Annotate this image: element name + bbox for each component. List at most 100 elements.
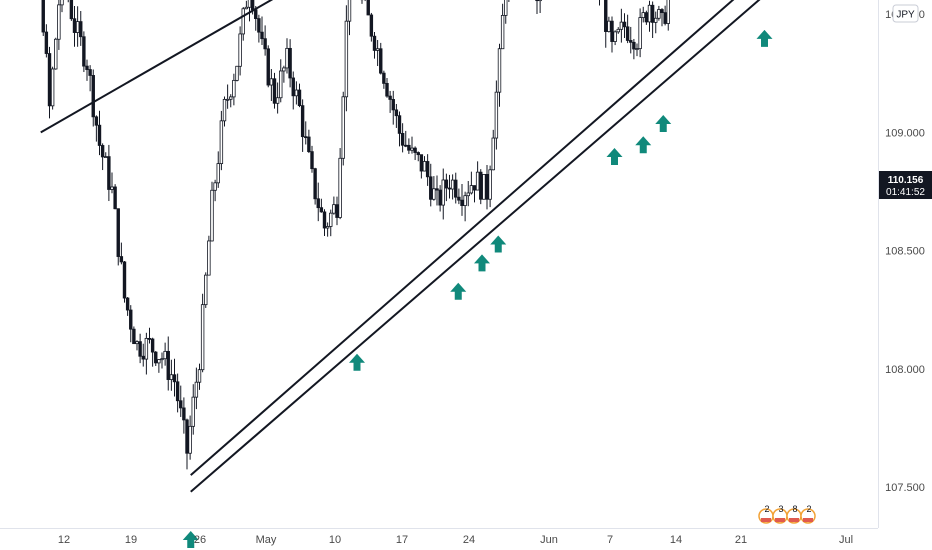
candle-body: [75, 21, 80, 33]
candle-body: [632, 41, 636, 50]
candle-body: [254, 9, 258, 19]
candle-body: [460, 199, 464, 206]
candle-body: [454, 179, 458, 198]
candle-body: [644, 12, 649, 23]
time-axis[interactable]: 12 19 26 May 10 17 24 Jun 7 14 21 Jul: [58, 534, 853, 546]
candle-body: [132, 328, 136, 345]
candle-body: [385, 83, 389, 97]
candle-body: [260, 31, 264, 40]
candle-body: [160, 358, 164, 361]
time-tick-label: 7: [607, 534, 613, 546]
candle-body: [300, 105, 305, 138]
event-badge[interactable]: 2: [758, 504, 774, 524]
candle-body: [416, 152, 420, 156]
candle-body: [404, 144, 408, 147]
up-arrow-icon[interactable]: [635, 136, 652, 154]
candle-body: [494, 91, 499, 139]
candle-body: [329, 212, 333, 227]
candle-body: [304, 136, 308, 139]
event-badge[interactable]: 3: [772, 504, 788, 524]
event-badge-label: 8: [792, 504, 797, 514]
candle-body: [163, 350, 167, 360]
candle-body: [144, 337, 149, 360]
candle-body: [388, 95, 392, 100]
candle-body: [666, 0, 670, 24]
candle-body: [166, 350, 170, 380]
candle-body: [238, 33, 242, 67]
candle-body: [479, 171, 483, 200]
candle-body: [660, 9, 664, 14]
candle-body: [419, 154, 424, 172]
candle-body: [197, 369, 202, 383]
currency-badge[interactable]: JPY: [892, 4, 919, 23]
candle-body: [69, 0, 74, 20]
candle-body: [194, 381, 199, 398]
candle-body: [463, 195, 467, 206]
up-arrow-icon[interactable]: [655, 114, 672, 132]
trendline-lower-support-1[interactable]: [190, 0, 825, 476]
up-arrow-icon[interactable]: [349, 353, 365, 371]
trendline-upper-resistance[interactable]: [40, 0, 691, 134]
candle-body: [629, 40, 633, 43]
candle-body: [207, 240, 211, 276]
time-tick-label: 12: [58, 534, 70, 546]
candle-body: [491, 137, 495, 171]
candle-body: [213, 182, 217, 191]
candle-body: [341, 96, 345, 159]
candle-body: [485, 174, 489, 200]
candle-body: [125, 297, 130, 311]
candle-body: [91, 75, 95, 118]
candle-body: [610, 20, 614, 42]
time-tick-label: May: [256, 534, 277, 546]
candle-body: [307, 136, 311, 153]
time-tick-label: 21: [735, 534, 747, 546]
time-tick-label: 14: [670, 534, 682, 546]
candle-body: [225, 98, 230, 101]
candle-body: [472, 185, 477, 191]
candle-body: [288, 47, 292, 79]
bar-countdown: 01:41:52: [886, 187, 925, 198]
candle-body: [488, 169, 492, 200]
candle-body: [369, 14, 374, 37]
candle-body: [450, 179, 455, 190]
trendlines: [40, 0, 825, 493]
candle-body: [135, 341, 139, 345]
time-tick-label: 10: [329, 534, 341, 546]
candle-body: [104, 156, 108, 159]
candle-body: [266, 48, 270, 86]
candle-body: [269, 78, 274, 86]
event-badge-label: 2: [764, 504, 769, 514]
price-axis[interactable]: 107.500108.000108.500109.000109.500110.0…: [885, 0, 925, 494]
candle-body: [504, 0, 508, 16]
event-badge[interactable]: 2: [800, 504, 816, 524]
price-tick-label: 107.500: [885, 482, 925, 494]
candle-body: [641, 12, 645, 18]
candle-body: [241, 8, 245, 35]
candle-body: [335, 204, 339, 218]
event-badge[interactable]: 8: [786, 504, 802, 524]
candle-body: [188, 425, 192, 454]
current-price-value: 110.156: [888, 175, 924, 186]
candle-body: [347, 0, 352, 22]
candle-body: [210, 189, 214, 242]
candle-body: [110, 186, 114, 190]
candle-body: [654, 17, 658, 23]
candle-body: [625, 26, 630, 41]
candle-body: [41, 0, 45, 33]
candle-body: [100, 145, 105, 158]
candle-body: [182, 407, 186, 421]
up-arrow-icon[interactable]: [450, 282, 467, 300]
up-arrow-icon[interactable]: [606, 148, 623, 166]
trendline-lower-support-2[interactable]: [190, 0, 825, 493]
up-arrow-icon[interactable]: [490, 235, 507, 253]
up-arrow-icon[interactable]: [474, 254, 490, 272]
candle-body: [391, 99, 395, 111]
candle-body: [297, 89, 302, 107]
candle-body: [138, 341, 142, 357]
up-arrow-icon[interactable]: [756, 29, 773, 47]
up-arrow-icon[interactable]: [182, 531, 199, 549]
currency-label: JPY: [896, 10, 915, 21]
candle-body: [322, 211, 327, 229]
